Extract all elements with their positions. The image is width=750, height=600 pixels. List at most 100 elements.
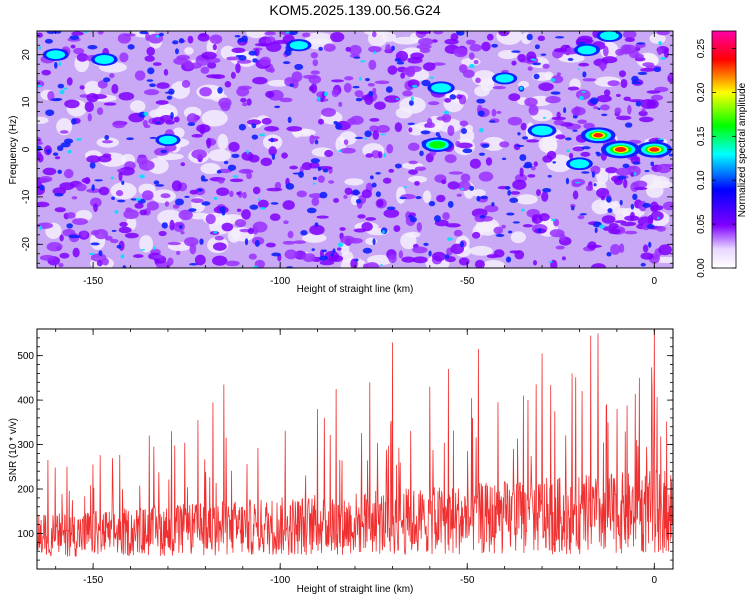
heatmap-blob: [552, 161, 556, 164]
heatmap-blob: [597, 107, 601, 111]
heatmap-blob: [632, 193, 638, 200]
heatmap-blob: [600, 104, 610, 111]
heatmap-blob: [149, 136, 157, 139]
heatmap-low-patch: [541, 137, 558, 154]
y-tick-label: 300: [17, 440, 34, 451]
heatmap-blob: [465, 39, 476, 45]
heatmap-speck: [633, 172, 637, 176]
heatmap-blob: [141, 190, 154, 201]
heatmap-blob: [372, 130, 380, 140]
heatmap-speck: [67, 149, 72, 154]
heatmap-blob: [317, 166, 322, 172]
heatmap-blob: [569, 152, 574, 160]
heatmap-blob: [554, 36, 565, 39]
heatmap-blob: [287, 116, 292, 124]
heatmap-blob: [199, 238, 204, 245]
heatmap-blob: [310, 52, 319, 59]
heatmap-blob: [582, 71, 587, 78]
heatmap-blob: [472, 231, 481, 239]
heatmap-blob: [144, 55, 155, 62]
heatmap-speck: [521, 208, 525, 212]
heatmap-blob: [90, 242, 100, 246]
heatmap-blob: [252, 221, 268, 233]
heatmap-speck: [312, 182, 316, 185]
heatmap-blob: [365, 217, 377, 221]
heatmap-blob: [340, 235, 356, 245]
heatmap-blob: [370, 175, 374, 180]
heatmap-blob: [179, 225, 183, 229]
heatmap-blob: [86, 93, 99, 103]
heatmap-blob: [124, 232, 139, 239]
heatmap-blob: [84, 101, 94, 113]
heatmap-blob: [152, 116, 165, 126]
heatmap-blob: [385, 86, 393, 93]
colorbar-tick-label: 0.20: [696, 82, 707, 102]
heatmap-blob: [236, 191, 241, 196]
heatmap-blob: [309, 134, 315, 145]
heatmap-blob: [508, 93, 521, 101]
heatmap-speck: [140, 248, 146, 251]
heatmap-blob: [317, 175, 325, 183]
heatmap-blob: [459, 120, 469, 127]
heatmap-blob: [456, 193, 462, 197]
heatmap-blob: [138, 160, 155, 171]
heatmap-blob: [668, 153, 673, 157]
heatmap-speck: [110, 176, 114, 180]
heatmap-blob: [623, 178, 628, 189]
heatmap-blob: [230, 71, 236, 79]
heatmap-blob: [57, 83, 65, 89]
heatmap-blob: [93, 203, 98, 213]
heatmap-blob: [468, 52, 475, 60]
heatmap-low-patch: [208, 149, 232, 162]
heatmap-blob: [318, 118, 324, 125]
heatmap-blob: [396, 61, 405, 65]
heatmap-blob: [119, 52, 129, 63]
heatmap-blob: [369, 117, 380, 122]
heatmap-blob: [87, 44, 98, 50]
heatmap-blob: [98, 186, 110, 196]
heatmap-blob: [333, 198, 340, 203]
heatmap-blob: [536, 189, 541, 196]
heatmap-blob: [577, 215, 585, 220]
heatmap-blob: [416, 31, 431, 35]
heatmap-blob: [623, 96, 631, 101]
heatmap-blob: [640, 67, 655, 72]
heatmap-blob: [310, 70, 320, 75]
heatmap-blob: [615, 93, 621, 98]
heatmap-blob: [507, 230, 513, 234]
heatmap-blob: [572, 129, 578, 132]
heatmap-blob: [225, 260, 240, 267]
heatmap-speck: [88, 252, 95, 256]
heatmap-blob: [248, 50, 258, 56]
heatmap-blob: [288, 31, 299, 36]
heatmap-low-patch: [56, 117, 73, 136]
heatmap-blob: [408, 100, 414, 106]
heatmap-speck: [579, 95, 584, 101]
heatmap-blob: [196, 188, 203, 192]
heatmap-blob: [117, 33, 131, 44]
heatmap-low-patch: [496, 31, 523, 45]
heatmap-blob: [420, 130, 431, 135]
heatmap-blob: [139, 31, 149, 35]
heatmap-low-patch: [220, 45, 236, 60]
heatmap-blob: [84, 177, 91, 185]
heatmap-blob: [318, 46, 323, 51]
heatmap-blob: [567, 86, 580, 91]
heatmap-speck: [135, 197, 141, 201]
heatmap-blob: [201, 51, 217, 60]
heatmap-low-patch: [147, 157, 169, 175]
heatmap-blob: [428, 250, 432, 257]
heatmap-blob: [368, 59, 377, 70]
heatmap-blob: [565, 47, 576, 53]
heatmap-blob: [54, 207, 66, 213]
heatmap-blob: [460, 241, 464, 248]
heatmap-blob: [595, 151, 600, 155]
heatmap-blob: [436, 194, 446, 203]
heatmap-blob: [216, 170, 222, 174]
heatmap-blob: [427, 101, 440, 106]
heatmap-blob: [221, 222, 234, 232]
heatmap-blob: [571, 106, 586, 116]
heatmap-blob: [517, 132, 521, 136]
heatmap-blob: [139, 209, 148, 216]
heatmap-speck: [657, 216, 660, 220]
